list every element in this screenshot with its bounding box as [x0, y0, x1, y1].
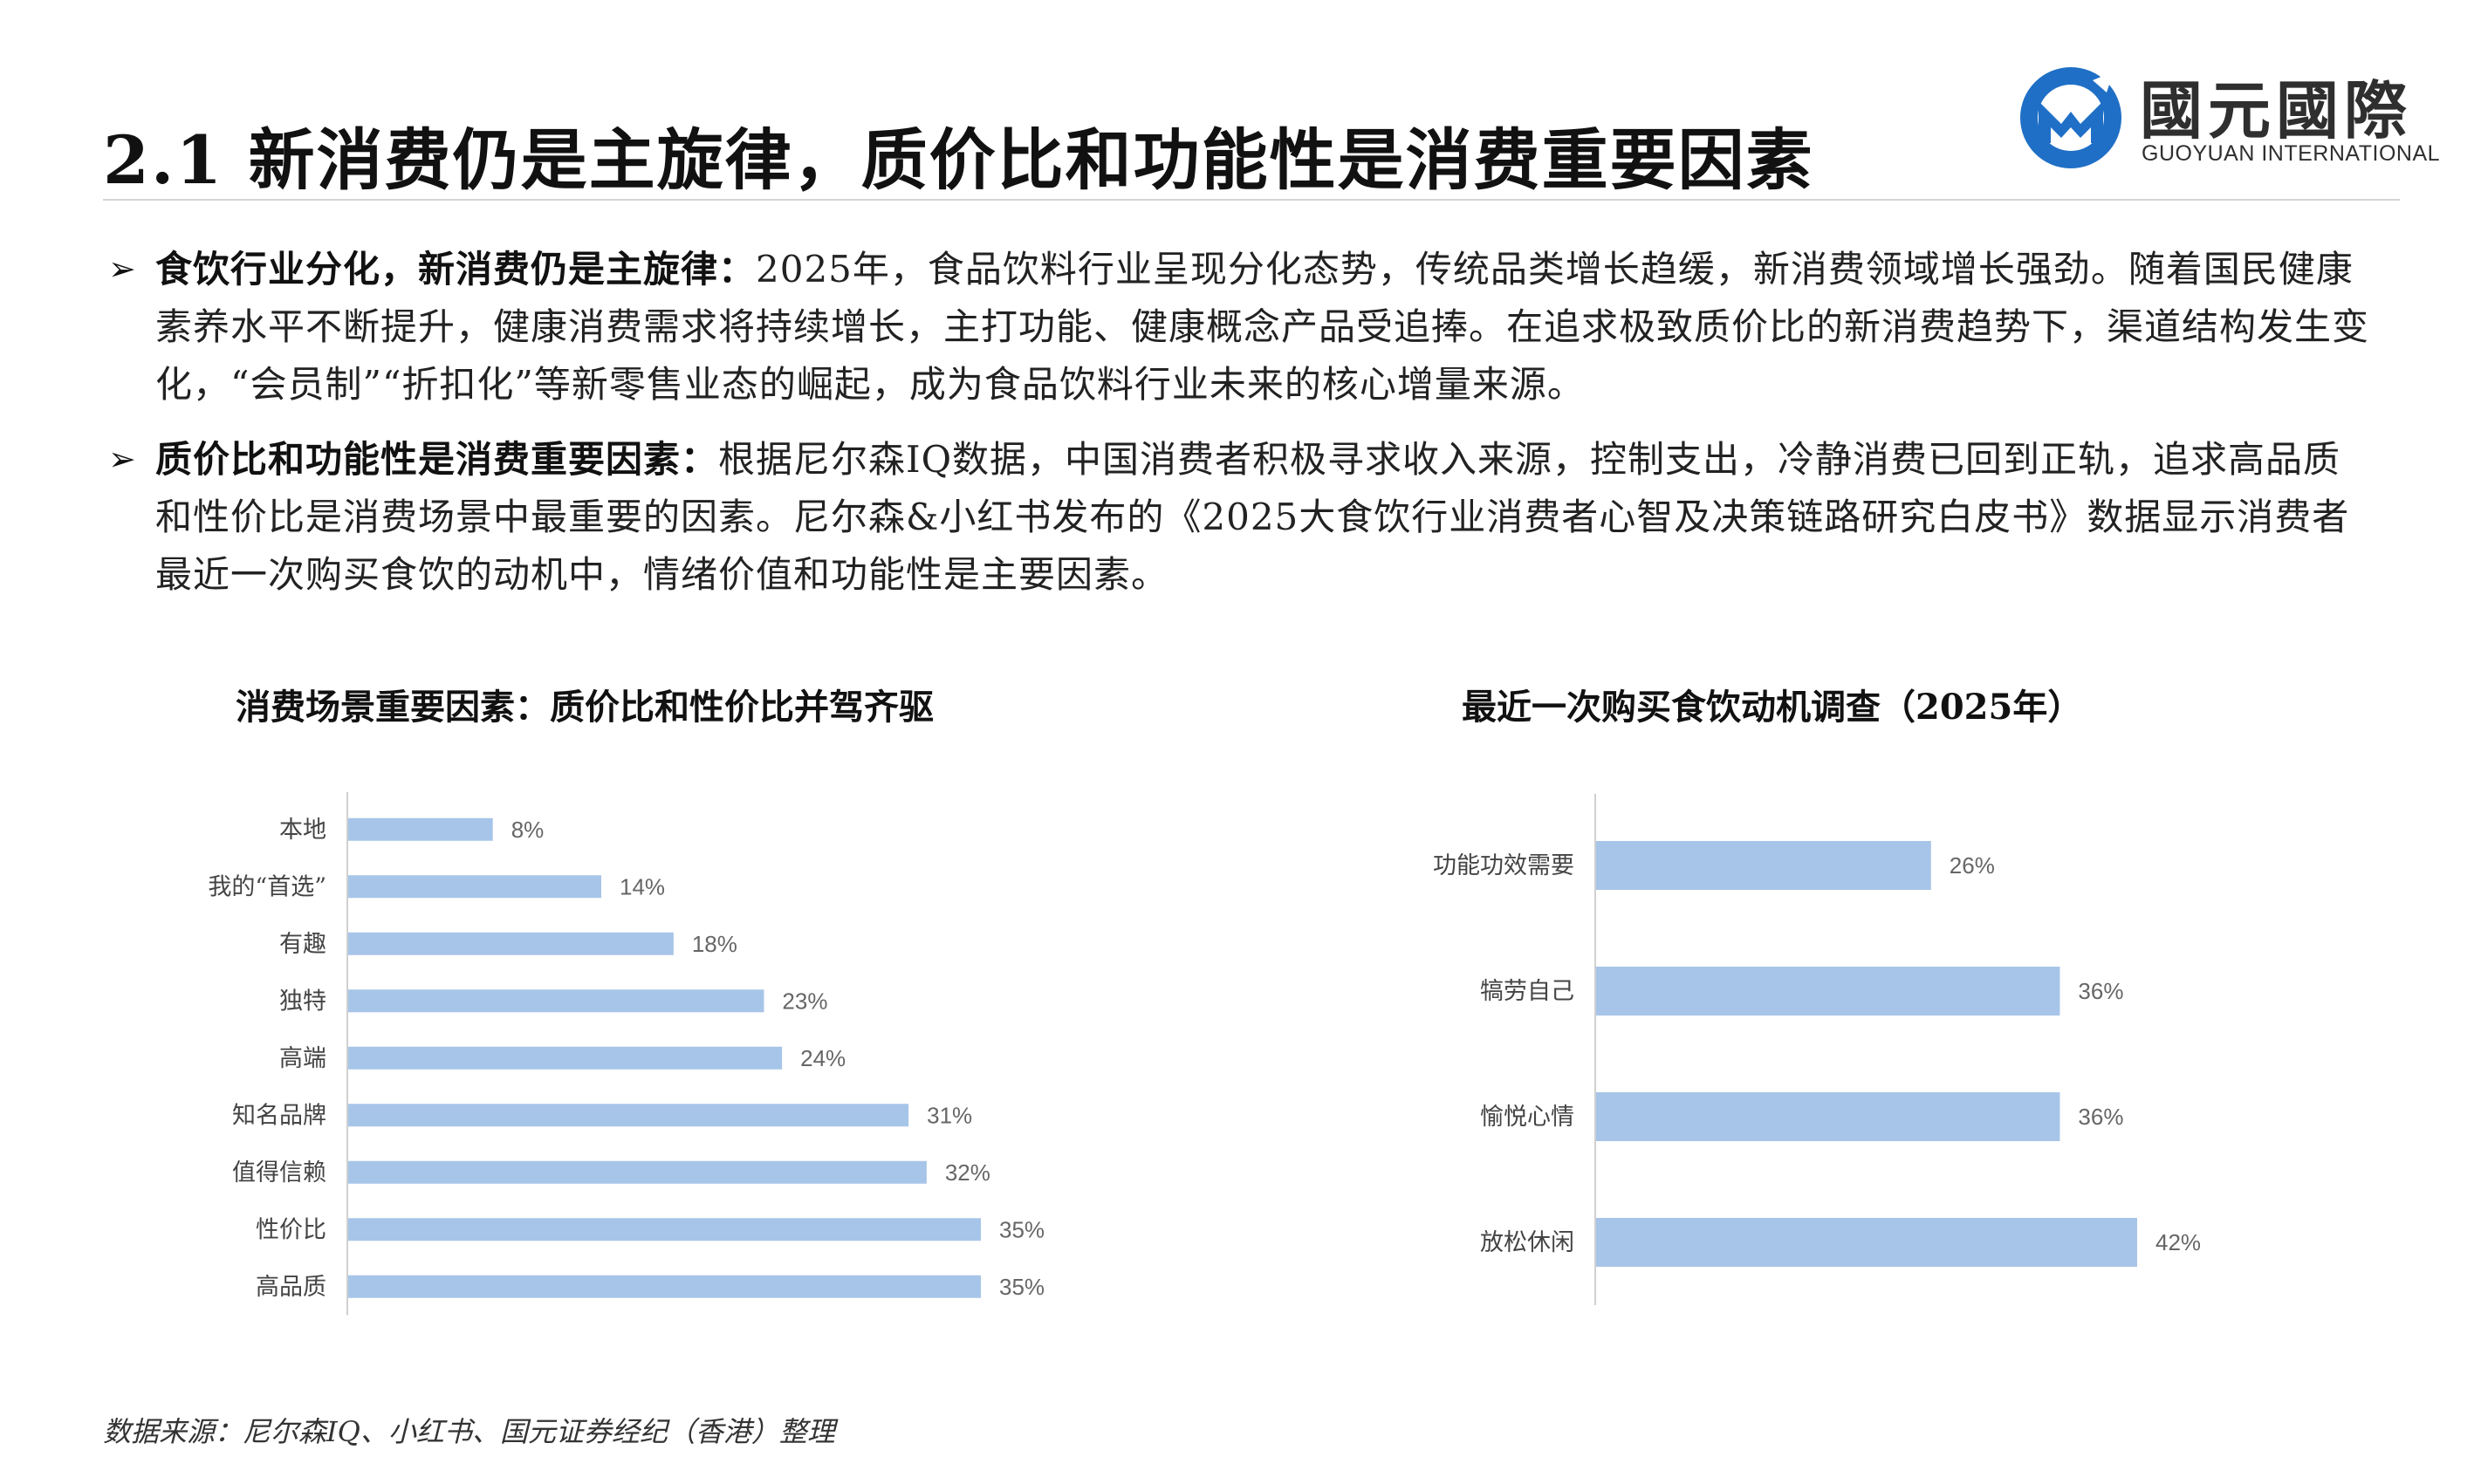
bullet-list: ➢ 食饮行业分化，新消费仍是主旋律：2025年，食品饮料行业呈现分化态势，传统品… [103, 241, 2372, 621]
category-label: 犒劳自己 [1480, 978, 1574, 1005]
category-label: 有趣 [279, 931, 326, 958]
bar [348, 1104, 909, 1127]
chart-2-title: 最近一次购买食饮动机调查（2025年） [1462, 687, 2083, 728]
company-logo: 國元國際 GUOYUAN INTERNATIONAL [2016, 63, 2440, 176]
bullet-lead: 质价比和功能性是消费重要因素： [155, 438, 719, 481]
bar [348, 932, 674, 955]
value-label: 42% [2155, 1229, 2201, 1255]
bar [1596, 967, 2060, 1016]
category-label: 我的“首选” [208, 873, 326, 900]
value-label: 32% [945, 1159, 990, 1186]
value-label: 24% [800, 1045, 846, 1071]
value-label: 8% [511, 817, 545, 843]
bar [348, 1046, 783, 1070]
bar [348, 875, 601, 899]
bullet-lead: 食饮行业分化，新消费仍是主旋律： [155, 248, 757, 291]
bullet-body: 根据尼尔森IQ数据，中国消费者积极寻求收入来源，控制支出，冷静消费已回到正轨，追… [155, 438, 2350, 596]
category-label: 本地 [279, 817, 326, 844]
value-label: 36% [2078, 1104, 2123, 1130]
bar [348, 1275, 981, 1298]
category-label: 性价比 [256, 1216, 326, 1243]
value-label: 18% [692, 931, 737, 957]
category-label: 放松休闲 [1480, 1229, 1574, 1256]
bar [1596, 1092, 2060, 1141]
chart-1-title: 消费场景重要因素：质价比和性价比并驾齐驱 [236, 687, 934, 728]
logo-name-en: GUOYUAN INTERNATIONAL [2142, 141, 2441, 166]
bar [348, 817, 493, 841]
category-label: 值得信赖 [232, 1159, 326, 1187]
value-label: 35% [999, 1216, 1045, 1242]
value-label: 23% [782, 988, 827, 1014]
value-label: 36% [2078, 978, 2123, 1004]
bar [348, 1218, 981, 1241]
value-label: 31% [927, 1102, 972, 1128]
chart-purchase-motivation: 功能功效需要 26% 犒劳自己 36% 愉悦心情 36% 放松休闲 42% [1433, 794, 2201, 1305]
bullet-item: ➢ 食饮行业分化，新消费仍是主旋律：2025年，食品饮料行业呈现分化态势，传统品… [103, 241, 2372, 414]
bullet-arrow-icon: ➢ [108, 250, 136, 288]
title-divider [103, 199, 2400, 201]
page-title: 2.1 新消费仍是主旋律，质价比和功能性是消费重要因素 [103, 121, 1814, 199]
value-label: 35% [999, 1274, 1045, 1300]
bullet-body: 2025年，食品饮料行业呈现分化态势，传统品类增长趋缓，新消费领域增长强劲。随着… [155, 248, 2370, 406]
category-label: 知名品牌 [232, 1102, 326, 1129]
chart-consumption-factors: 本地 8% 我的“首选” 14% 有趣 18% 独特 23% 高端 24% 知名品牌 31% 值得信赖 3… [208, 792, 1045, 1316]
value-label: 14% [620, 873, 665, 899]
category-label: 愉悦心情 [1480, 1104, 1574, 1131]
category-label: 独特 [279, 988, 326, 1015]
category-label: 功能功效需要 [1433, 852, 1574, 879]
category-label: 高品质 [256, 1274, 326, 1301]
bar [348, 1160, 927, 1184]
guoyuan-logo-icon [2020, 67, 2121, 168]
logo-name-cn: 國元國際 [2140, 74, 2413, 147]
bullet-arrow-icon: ➢ [108, 440, 136, 478]
bar [348, 989, 764, 1013]
data-source: 数据来源：尼尔森IQ、小红书、国元证券经纪（香港）整理 [103, 1415, 835, 1448]
category-label: 高端 [279, 1045, 326, 1072]
bar [1596, 1218, 2137, 1267]
value-label: 26% [1950, 852, 1995, 879]
bullet-item: ➢ 质价比和功能性是消费重要因素：根据尼尔森IQ数据，中国消费者积极寻求收入来源… [103, 431, 2372, 604]
bar [1596, 841, 1931, 890]
